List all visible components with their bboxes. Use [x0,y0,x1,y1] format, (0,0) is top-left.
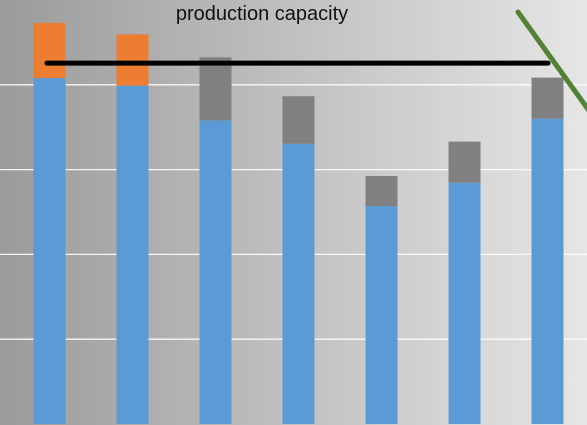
bar-segment [365,206,398,424]
bar-segment [199,120,232,424]
bar-segment [365,175,398,207]
bar-segment [116,85,149,424]
bar-segment [199,57,232,121]
bar-segment [33,22,66,79]
bar-segment [116,34,149,86]
bar-segment [33,78,66,425]
bar-segment [282,96,315,144]
bar-segment [531,118,564,424]
bar-segment [448,182,481,424]
bar-segment [282,143,315,424]
bar-segment [448,141,481,183]
capacity-label: production capacity [176,3,348,25]
bar-segment [531,77,564,119]
trend-line [515,9,587,113]
